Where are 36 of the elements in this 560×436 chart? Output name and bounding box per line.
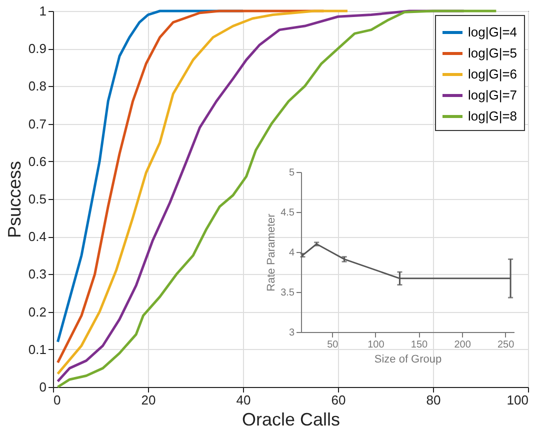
x-tick-label: 60 [331, 392, 346, 408]
y-tick-label: 0.2 [28, 304, 46, 320]
x-tick-label: 50 [327, 340, 339, 350]
y-tick-label: 3 [288, 328, 295, 338]
y-tick-label: 3.5 [280, 288, 295, 298]
x-axis-title: Oracle Calls [242, 410, 340, 430]
x-tick-label: 20 [141, 392, 156, 408]
x-tick-label: 200 [454, 340, 472, 350]
x-tick-label: 250 [498, 340, 515, 350]
y-tick-label: 1 [39, 4, 46, 18]
y-tick-label: 0.9 [28, 41, 46, 56]
legend-label: log|G|=7 [468, 88, 518, 102]
y-tick-label: 0.7 [28, 116, 46, 132]
y-tick-label: 0.5 [28, 192, 46, 206]
legend-label: log|G|=8 [468, 108, 518, 124]
y-tick-label: 0.1 [28, 342, 46, 357]
legend-label: log|G|=4 [468, 24, 518, 40]
y-tick-label: 0.6 [28, 154, 46, 169]
y-axis-title: Rate Parameter [266, 213, 278, 292]
x-tick-label: 100 [368, 340, 385, 350]
x-tick-label: 0 [54, 392, 61, 408]
x-axis-title: Size of Group [374, 354, 442, 366]
x-tick-label: 150 [410, 340, 428, 350]
x-tick-label: 80 [426, 392, 441, 408]
y-tick-label: 4 [288, 248, 295, 258]
y-tick-label: 0.8 [28, 78, 46, 94]
y-tick-label: 5 [288, 168, 295, 178]
legend-label: log|G|=5 [468, 46, 518, 60]
x-tick-label: 40 [236, 392, 251, 408]
y-axis-title: Psuccess [4, 160, 24, 238]
x-tick-label: 100 [506, 392, 528, 408]
y-tick-label: 0 [39, 380, 46, 394]
y-tick-label: 0.4 [28, 229, 46, 244]
y-tick-label: 0.3 [28, 266, 46, 282]
legend-label: log|G|=6 [468, 66, 518, 82]
y-tick-label: 4.5 [280, 208, 295, 218]
